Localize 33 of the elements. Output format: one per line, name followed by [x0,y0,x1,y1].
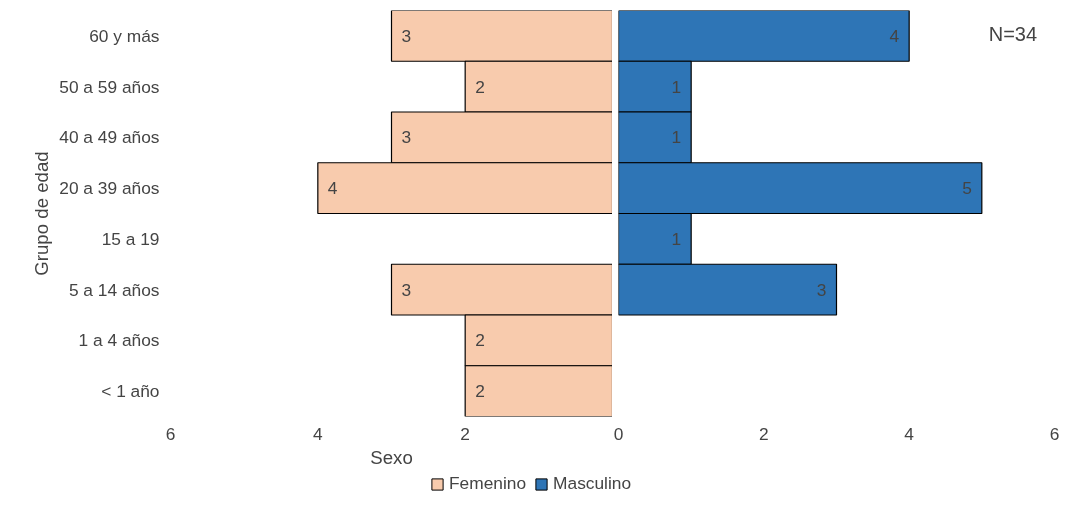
x-tick-label: 6 [165,423,176,444]
legend-label: Masculino [553,473,632,494]
data-label: 4 [327,178,338,199]
data-label: 3 [401,127,412,148]
data-label: 5 [962,178,972,199]
data-label: 2 [475,330,485,351]
x-tick-label: 6 [1049,423,1060,444]
data-label: 3 [401,25,412,46]
y-tick-label: 50 a 59 años [59,76,160,97]
y-tick-label: < 1 año [101,381,160,402]
x-axis-title: Sexo [370,446,413,468]
y-tick-label: 5 a 14 años [68,279,160,300]
x-tick-label: 2 [460,423,470,444]
data-label: 3 [816,279,827,300]
data-label: 3 [401,279,412,300]
y-tick-label: 1 a 4 años [78,330,160,351]
y-axis-title: Grupo de edad [31,151,53,276]
x-tick-label: 0 [613,423,624,444]
y-tick-label: 20 a 39 años [59,178,160,199]
x-tick-label: 2 [759,423,769,444]
y-tick-label: 60 y más [89,25,160,46]
data-label: 1 [671,76,682,97]
data-label: 1 [671,127,682,148]
x-tick-label: 4 [313,423,324,444]
legend-label: Femenino [449,473,527,494]
y-tick-label: 15 a 19 [101,228,160,249]
x-tick-label: 4 [904,423,915,444]
data-label: 2 [475,381,485,402]
data-label: 2 [475,76,485,97]
annotation: N=34 [988,22,1038,45]
y-tick-label: 40 a 49 años [59,127,160,148]
data-label: 1 [671,228,682,249]
data-label: 4 [889,25,900,46]
